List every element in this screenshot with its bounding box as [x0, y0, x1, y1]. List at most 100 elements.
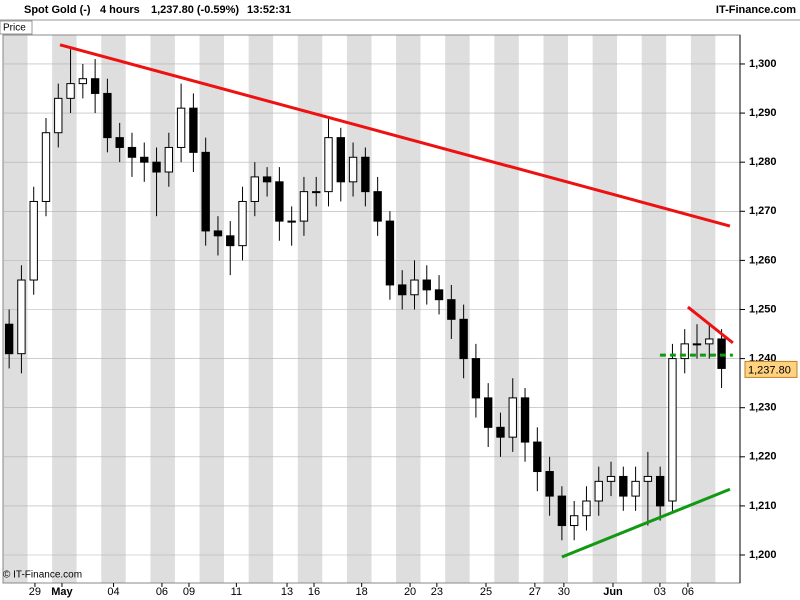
candle-body — [275, 181, 284, 222]
x-tick-label: 13 — [281, 586, 293, 598]
candle-body — [4, 323, 14, 355]
y-tick-label: 1,220 — [749, 451, 777, 463]
day-band — [224, 35, 249, 583]
panel-label: Price — [3, 23, 26, 34]
y-tick-label: 1,230 — [749, 402, 777, 414]
candle-body — [496, 426, 505, 438]
x-tick-label: 09 — [183, 586, 195, 598]
candle-body — [54, 97, 63, 134]
day-band — [617, 35, 642, 583]
day-band — [125, 35, 151, 583]
candle-body — [643, 475, 653, 482]
candle-body — [312, 191, 321, 194]
y-tick-label: 1,300 — [749, 58, 777, 70]
candle-body — [508, 397, 517, 438]
candle-body — [336, 137, 345, 183]
candle-body — [213, 230, 223, 237]
candle-body — [545, 471, 554, 497]
day-band — [248, 35, 274, 583]
day-band — [518, 35, 544, 583]
candle-body — [164, 146, 174, 173]
day-band — [346, 35, 372, 583]
day-band — [199, 35, 225, 583]
candle-body — [90, 78, 100, 94]
trendline — [561, 487, 731, 559]
last-price-box — [744, 360, 798, 378]
x-tick-label: 06 — [682, 586, 694, 598]
x-tick-label: 16 — [308, 586, 320, 598]
candle-body — [459, 318, 468, 360]
candle-body — [189, 107, 198, 153]
day-band — [568, 35, 593, 583]
candle-body — [385, 220, 395, 286]
day-band — [494, 35, 519, 583]
candle-body — [324, 137, 333, 193]
panel-tab — [0, 20, 33, 35]
candle-body — [41, 132, 51, 202]
candle-body — [692, 343, 702, 346]
candle-body — [78, 78, 88, 85]
candle-body — [668, 358, 677, 502]
candle-body — [520, 397, 530, 443]
candle-body — [115, 137, 124, 148]
candle-body — [594, 480, 603, 502]
trendline — [59, 43, 731, 228]
x-tick-label: 11 — [231, 586, 242, 598]
x-tick-label: 20 — [404, 586, 416, 598]
y-tick-label: 1,250 — [749, 303, 777, 315]
clock: 13:52:31 — [247, 4, 291, 16]
copyright: © IT-Finance.com — [3, 570, 82, 581]
candle-body — [29, 200, 38, 281]
candle-body — [262, 176, 272, 183]
candle-body — [582, 500, 591, 517]
candle-body — [434, 289, 444, 301]
x-tick-label: 03 — [654, 586, 666, 598]
y-tick-label: 1,270 — [749, 205, 777, 217]
y-tick-label: 1,290 — [749, 107, 777, 119]
y-tick-label: 1,210 — [749, 500, 777, 512]
day-band — [322, 35, 347, 583]
candle-body — [557, 495, 567, 527]
candle-body — [127, 146, 137, 158]
candle-body — [287, 220, 296, 223]
day-band — [273, 35, 298, 583]
candle-body — [705, 338, 714, 345]
candle-body — [631, 480, 640, 497]
candle-body — [361, 156, 370, 193]
candle-body — [484, 397, 493, 428]
chart-title: Spot Gold (-) — [24, 4, 91, 16]
candle-body — [619, 475, 628, 497]
candle-body — [17, 279, 26, 355]
candle-body — [226, 235, 235, 247]
x-tick-label: 30 — [558, 586, 570, 598]
candle-body — [250, 176, 259, 202]
x-tick-label: May — [51, 586, 73, 598]
day-band — [469, 35, 495, 583]
candle-body — [533, 441, 542, 473]
x-tick-label: 06 — [156, 586, 168, 598]
candle-body — [373, 191, 382, 222]
x-tick-label: Jun — [603, 586, 623, 598]
candle-body — [471, 358, 481, 399]
candle-body — [398, 284, 407, 296]
candle-body — [140, 156, 149, 163]
candle-body — [299, 191, 309, 222]
x-tick-label: 25 — [480, 586, 492, 598]
y-tick-label: 1,280 — [749, 156, 777, 168]
candle-body — [410, 279, 419, 296]
candle-body — [569, 515, 579, 527]
day-band — [396, 35, 421, 583]
x-tick-label: 23 — [431, 586, 443, 598]
candle-body — [655, 475, 665, 507]
day-band — [150, 35, 175, 583]
day-band — [420, 35, 446, 583]
candle-body — [103, 92, 112, 139]
y-tick-label: 1,260 — [749, 254, 777, 266]
x-tick-label: 18 — [356, 586, 368, 598]
last-price-text: 1,237.80 (-0.59%) — [151, 4, 239, 16]
day-band — [690, 35, 716, 583]
day-band — [76, 35, 102, 583]
timeframe: 4 hours — [100, 4, 140, 16]
x-tick-label: 04 — [107, 586, 119, 598]
